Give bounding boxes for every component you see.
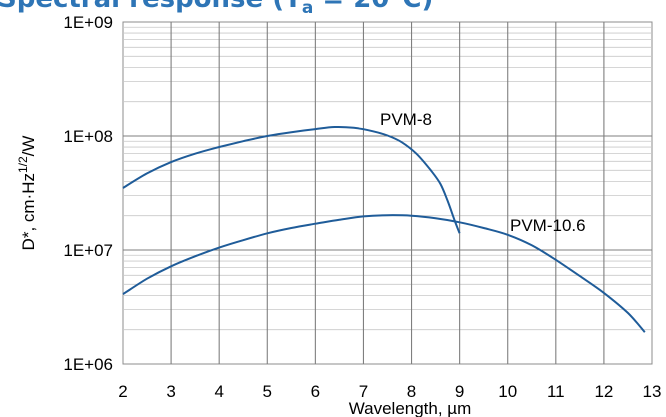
x-tick-label: 5	[263, 382, 272, 401]
x-tick-labels: 2 3 4 5 6 7 8 9 10 11 12 13	[118, 382, 661, 401]
x-tick-label: 4	[214, 382, 223, 401]
y-tick-label: 1E+09	[63, 13, 113, 32]
series-lines	[122, 125, 646, 333]
y-tick-labels: 1E+06 1E+07 1E+08 1E+09	[63, 13, 113, 374]
x-tick-label: 2	[118, 382, 127, 401]
minor-gridlines	[123, 26, 652, 331]
x-tick-label: 6	[311, 382, 320, 401]
y-tick-label: 1E+06	[63, 355, 113, 374]
x-tick-label: 12	[594, 382, 613, 401]
x-tick-label: 10	[498, 382, 517, 401]
chart-title: Spectral response (Ta = 20°C)	[0, 0, 433, 19]
x-tick-label: 9	[455, 382, 464, 401]
x-tick-label: 8	[407, 382, 416, 401]
series-line-pvm-10-6	[122, 214, 646, 333]
x-tick-label: 11	[547, 382, 565, 401]
plot-area	[122, 21, 653, 365]
y-axis-label: D*, cm·Hz1/2/W	[16, 136, 38, 251]
x-tick-label: 7	[359, 382, 368, 401]
y-tick-label: 1E+08	[63, 127, 113, 146]
major-gridlines	[123, 22, 652, 364]
y-tick-label: 1E+07	[63, 241, 113, 260]
x-axis-label: Wavelength, µm	[349, 399, 472, 417]
series-label-pvm-10-6: PVM-10.6	[510, 216, 586, 235]
x-tick-label: 13	[643, 382, 662, 401]
series-line-pvm-8	[122, 125, 461, 234]
series-label-pvm-8: PVM-8	[380, 110, 432, 129]
x-tick-label: 3	[166, 382, 175, 401]
